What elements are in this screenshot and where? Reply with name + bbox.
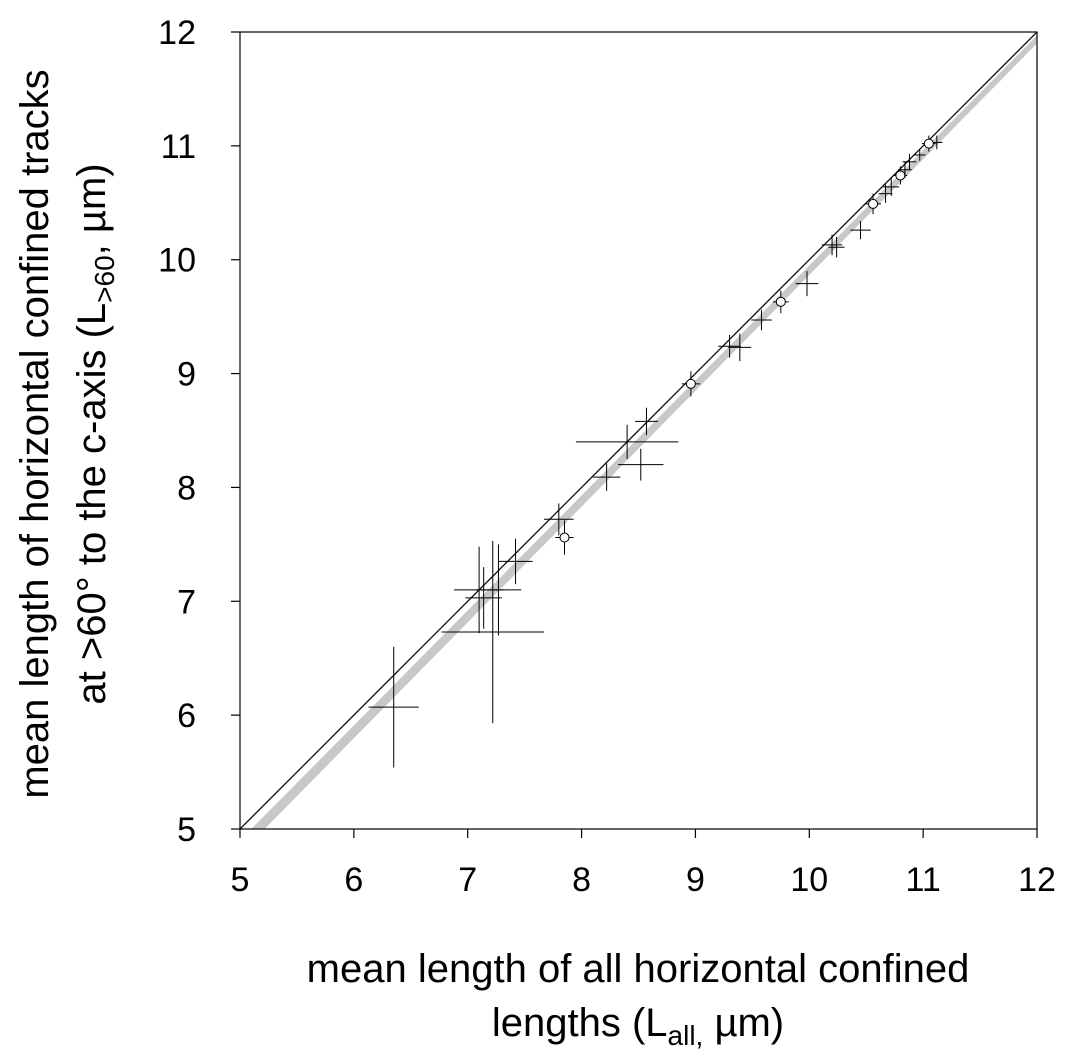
y-axis-title-line2: at >60° to the c-axis (L>60, µm) — [70, 163, 120, 704]
x-tick-label-4: 9 — [686, 861, 705, 899]
x-tick-label-6: 11 — [905, 861, 940, 899]
y-axis-title-unit: , µm) — [70, 163, 114, 255]
open-circle-marker — [868, 198, 879, 209]
data-point-0-19 — [883, 177, 900, 196]
x-tick-label-5: 10 — [790, 861, 828, 899]
fit-band — [251, 35, 1037, 829]
open-circle-marker — [895, 170, 906, 181]
x-tick-label-2: 7 — [458, 861, 477, 899]
x-tick-label-3: 8 — [572, 861, 591, 899]
data-point-1-1 — [681, 371, 700, 397]
y-tick-label-4: 9 — [177, 356, 196, 394]
y-axis-title-subscript: >60 — [89, 255, 120, 303]
data-point-0-7 — [592, 463, 621, 491]
x-axis-title-main: lengths (L — [492, 1001, 668, 1045]
x-axis-title-line1: mean length of all horizontal confined — [307, 947, 970, 991]
data-point-0-5 — [498, 538, 533, 585]
plot-frame — [239, 31, 1038, 830]
data-point-0-3 — [441, 540, 544, 724]
data-point-0-2 — [465, 567, 502, 629]
data-point-0-0 — [368, 646, 419, 768]
y-tick-label-1: 6 — [177, 697, 196, 735]
data-point-0-9 — [618, 448, 664, 481]
data-point-0-21 — [902, 153, 917, 170]
x-axis-title-line2: lengths (Lall, µm) — [492, 1001, 784, 1049]
data-point-0-16 — [828, 236, 845, 258]
data-point-1-0 — [555, 520, 574, 555]
data-point-1-2 — [772, 290, 789, 314]
data-point-0-11 — [718, 334, 741, 358]
data-point-0-15 — [821, 234, 843, 256]
data-point-0-22 — [914, 149, 926, 161]
y-axis-title-main: at >60° to the c-axis (L — [70, 303, 114, 705]
open-circle-marker — [685, 378, 696, 389]
data-point-0-17 — [850, 221, 871, 240]
y-tick-label-6: 11 — [161, 128, 196, 166]
one-to-one-line — [240, 32, 1037, 829]
x-tick-label-7: 12 — [1018, 861, 1056, 899]
data-point-1-3 — [865, 193, 882, 215]
x-axis-title-subscript: all, — [668, 1020, 704, 1049]
y-tick-label-5: 10 — [158, 242, 196, 280]
y-tick-labels: 5 6 7 8 9 10 11 12 — [158, 14, 196, 849]
data-point-0-12 — [728, 333, 752, 362]
data-point-0-14 — [795, 271, 819, 297]
data-point-1-5 — [922, 135, 936, 152]
y-tick-label-0: 5 — [177, 811, 196, 849]
data-point-0-13 — [751, 309, 772, 331]
data-point-1-4 — [893, 166, 908, 185]
x-tick-label-1: 6 — [344, 861, 363, 899]
y-tick-label-3: 8 — [177, 469, 196, 507]
y-tick-label-2: 7 — [177, 583, 196, 621]
data-point-0-6 — [543, 503, 574, 536]
data-point-0-4 — [475, 544, 522, 636]
open-circle-marker — [559, 532, 570, 543]
x-axis-title-unit: µm) — [703, 1001, 784, 1045]
open-circle-marker — [923, 138, 934, 149]
data-point-0-10 — [635, 407, 658, 436]
y-axis-title-line1: mean length of horizontal confined track… — [13, 69, 57, 798]
data-point-0-8 — [575, 424, 679, 459]
y-tick-label-7: 12 — [158, 14, 196, 52]
x-tick-labels: 5 6 7 8 9 10 11 12 — [231, 861, 1056, 899]
plot-area — [231, 31, 1038, 838]
data-point-0-18 — [878, 184, 893, 203]
open-circle-marker — [775, 296, 786, 307]
x-tick-label-0: 5 — [231, 861, 250, 899]
plot-inner — [240, 32, 1037, 829]
